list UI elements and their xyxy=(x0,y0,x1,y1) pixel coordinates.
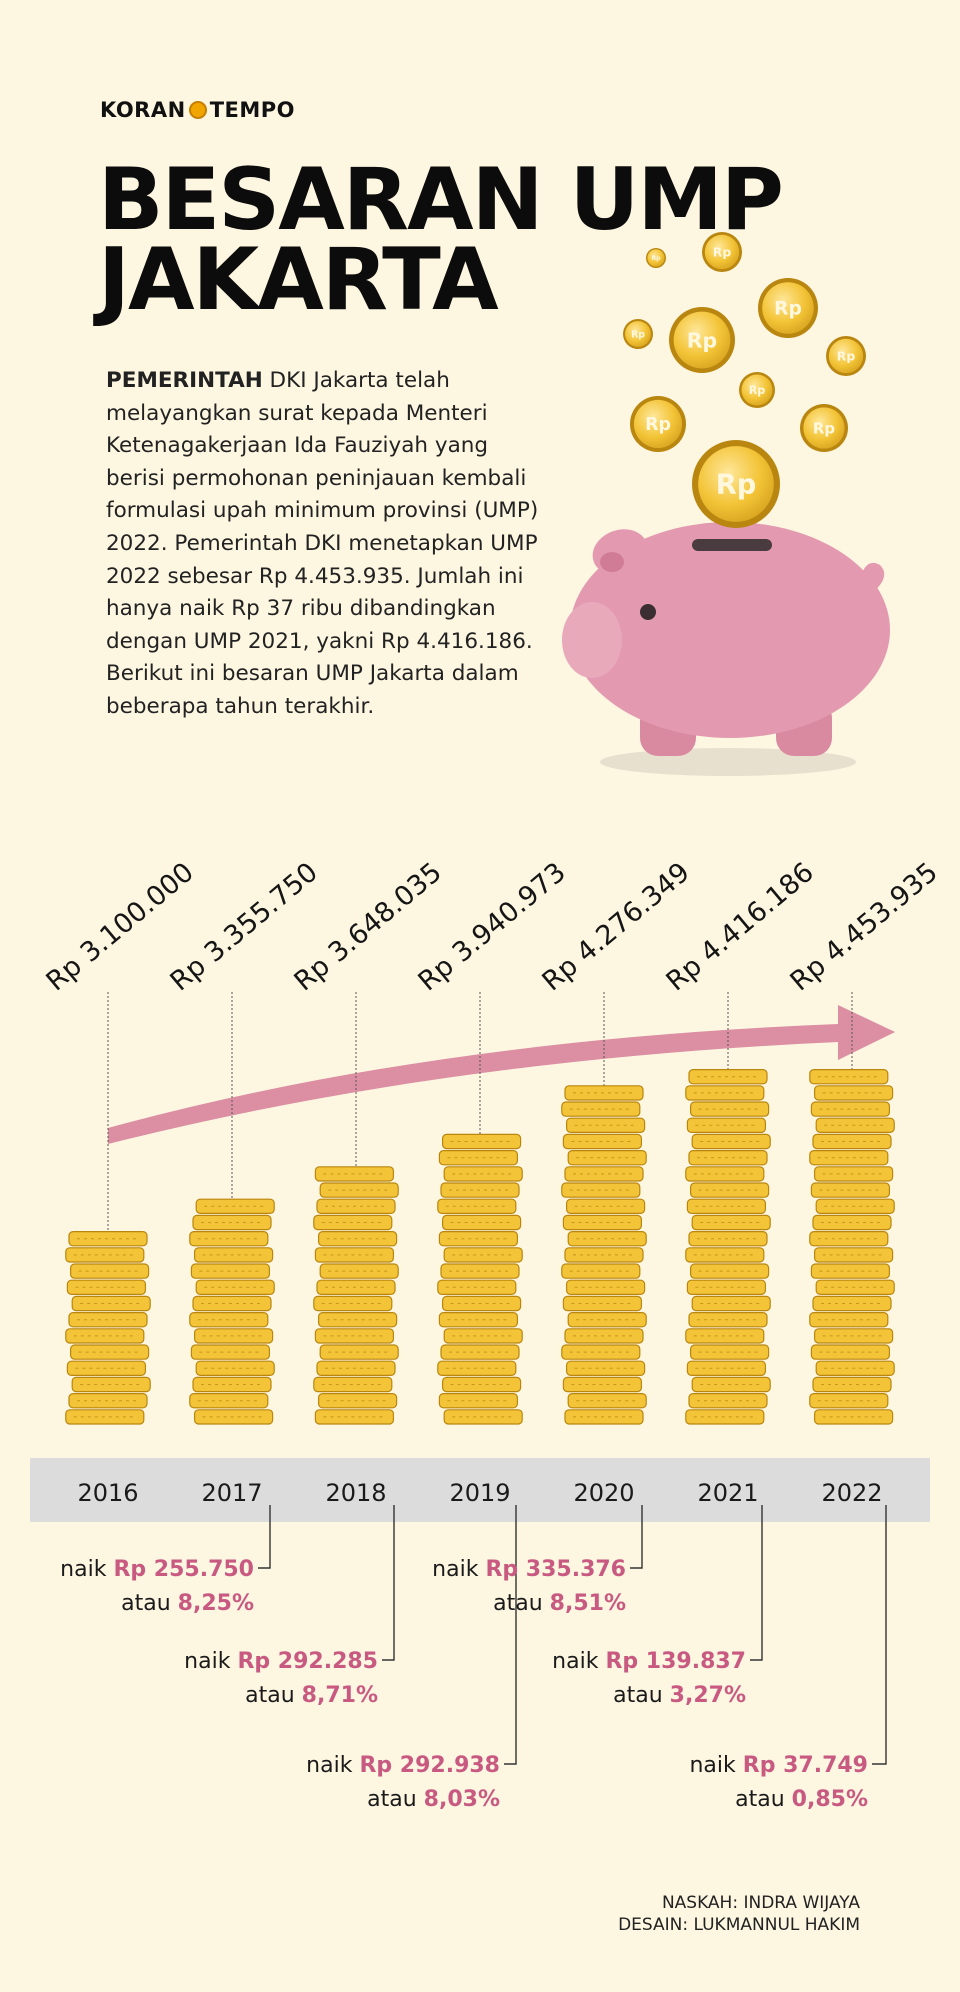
increase-pct-text: atau 8,03% xyxy=(367,1787,500,1812)
coin-stack-2022 xyxy=(809,1068,895,1425)
increase-pct-text: atau 3,27% xyxy=(613,1683,746,1708)
year-label-2022: 2022 xyxy=(821,1479,882,1507)
piggy-bank-icon xyxy=(562,522,890,776)
increase-note-2018: naik Rp 292.285 atau 8,71% xyxy=(184,1505,395,1708)
brand-right: TEMPO xyxy=(209,98,295,122)
headline: BESARAN UMP JAKARTA xyxy=(98,150,798,330)
coin-icon: Rp xyxy=(739,372,775,408)
coin-icon: Rp xyxy=(623,319,653,349)
year-band xyxy=(30,1458,930,1522)
brand-mark-icon xyxy=(188,101,207,119)
year-label-2016: 2016 xyxy=(77,1479,138,1507)
credit-desain: DESAIN: LUKMANNUL HAKIM xyxy=(618,1915,860,1935)
increase-leader-line xyxy=(382,1505,395,1661)
increase-note-2022: naik Rp 37.749 atau 0,85% xyxy=(689,1505,887,1812)
coin-icon: Rp xyxy=(692,440,780,528)
intro-body: DKI Jakarta telah melayangkan surat kepa… xyxy=(106,368,539,719)
coin-icon: Rp xyxy=(758,278,818,338)
credit-naskah: NASKAH: INDRA WIJAYA xyxy=(661,1893,860,1913)
increase-pct-text: atau 0,85% xyxy=(735,1787,868,1812)
coin-stack-2021 xyxy=(685,1068,771,1425)
year-label-2021: 2021 xyxy=(697,1479,758,1507)
svg-text:Rp: Rp xyxy=(687,328,717,352)
year-labels: 2016 2017 2018 2019 2020 2021 2022 xyxy=(77,1479,882,1507)
svg-text:Rp: Rp xyxy=(749,384,766,397)
increase-amount-text: naik Rp 139.837 xyxy=(552,1649,746,1674)
coin-icon: Rp xyxy=(646,248,666,268)
intro-lead: PEMERINTAH xyxy=(106,368,263,393)
headline-line2: JAKARTA xyxy=(98,230,499,330)
coin-stacks xyxy=(65,992,895,1425)
increase-leader-line xyxy=(504,1505,517,1765)
increase-amount-text: naik Rp 292.285 xyxy=(184,1649,378,1674)
year-label-2020: 2020 xyxy=(573,1479,634,1507)
increase-pct-text: atau 8,51% xyxy=(493,1591,626,1616)
increase-note-2019: naik Rp 292.938 atau 8,03% xyxy=(306,1505,517,1812)
brand-logo: KORAN TEMPO xyxy=(100,98,295,122)
svg-text:Rp: Rp xyxy=(716,470,757,501)
increase-note-2020: naik Rp 335.376 atau 8,51% xyxy=(432,1505,643,1616)
increase-amount-text: naik Rp 255.750 xyxy=(60,1557,254,1582)
svg-text:Rp: Rp xyxy=(837,348,856,363)
increase-leader-line xyxy=(258,1505,271,1569)
floating-coins: Rp Rp Rp Rp Rp Rp Rp Rp Rp Rp xyxy=(623,232,866,528)
increase-leader-line xyxy=(630,1505,643,1569)
coin-icon: Rp xyxy=(702,232,742,272)
brand-left: KORAN xyxy=(100,98,186,122)
svg-text:Rp: Rp xyxy=(631,329,645,340)
coin-stack-2019 xyxy=(437,1133,523,1425)
increase-note-2021: naik Rp 139.837 atau 3,27% xyxy=(552,1505,763,1708)
coin-icon: Rp xyxy=(800,404,848,452)
svg-text:Rp: Rp xyxy=(774,299,802,320)
svg-text:Rp: Rp xyxy=(813,419,835,437)
coin-icon: Rp xyxy=(826,336,866,376)
coin-icon: Rp xyxy=(630,396,686,452)
svg-text:Rp: Rp xyxy=(651,255,661,262)
increase-pct-text: atau 8,71% xyxy=(245,1683,378,1708)
year-label-2017: 2017 xyxy=(201,1479,262,1507)
increase-amount-text: naik Rp 37.749 xyxy=(689,1753,868,1778)
increase-amount-text: naik Rp 335.376 xyxy=(432,1557,626,1582)
coin-icon: Rp xyxy=(669,307,735,373)
increase-pct-text: atau 8,25% xyxy=(121,1591,254,1616)
increase-leader-line xyxy=(750,1505,763,1661)
growth-arrow xyxy=(108,1005,895,1144)
year-label-2019: 2019 xyxy=(449,1479,510,1507)
credits: NASKAH: INDRA WIJAYA DESAIN: LUKMANNUL H… xyxy=(618,1892,860,1936)
increase-note-2017: naik Rp 255.750 atau 8,25% xyxy=(60,1505,271,1616)
year-label-2018: 2018 xyxy=(325,1479,386,1507)
svg-text:Rp: Rp xyxy=(713,244,732,259)
coin-stack-2017 xyxy=(189,1198,275,1425)
increase-amount-text: naik Rp 292.938 xyxy=(306,1753,500,1778)
increase-leader-line xyxy=(872,1505,887,1765)
coin-stack-2018 xyxy=(313,1166,399,1425)
coin-stack-2020 xyxy=(561,1085,647,1425)
intro-paragraph: PEMERINTAH DKI Jakarta telah melayangkan… xyxy=(106,365,546,724)
svg-text:Rp: Rp xyxy=(645,415,671,435)
coin-stack-2016 xyxy=(65,1230,151,1425)
headline-line1: BESARAN UMP xyxy=(98,150,784,250)
